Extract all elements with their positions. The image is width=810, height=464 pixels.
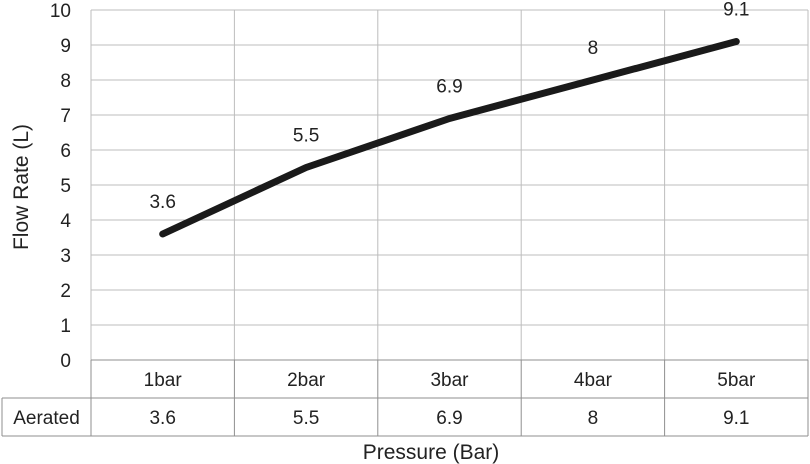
series-line-aerated [159,38,740,238]
data-label: 6.9 [436,77,462,98]
table-cell-value: 9.1 [723,408,749,429]
data-label: 3.6 [149,192,175,213]
gridlines [90,9,809,361]
x-tick-label: 5bar [717,370,756,391]
x-tick-label: 1bar [144,370,183,391]
table-cell-value: 6.9 [436,408,462,429]
x-tick-label: 2bar [287,370,326,391]
y-tick-label: 6 [60,141,71,162]
y-tick-label: 7 [60,106,71,127]
y-tick-label: 4 [60,211,71,232]
y-tick-label: 10 [50,1,71,22]
y-tick-label: 0 [60,351,71,372]
y-tick-label: 5 [60,176,71,197]
x-axis-title: Pressure (Bar) [363,441,500,464]
x-tick-label: 4bar [574,370,613,391]
data-label: 8 [588,38,599,59]
y-tick-label: 1 [60,316,71,337]
x-tick-label: 3bar [430,370,469,391]
table-series-name: Aerated [13,408,80,429]
data-labels: 3.6 5.5 6.9 8 9.1 [149,0,749,213]
y-axis-ticks: 0 1 2 3 4 5 6 7 8 9 10 [50,1,72,372]
data-table: 1bar 2bar 3bar 4bar 5bar Aerated 3.6 5.5 6.9 8 9.1 [1,359,809,437]
y-tick-label: 9 [60,36,71,57]
data-label: 9.1 [723,0,749,21]
table-cell-value: 5.5 [293,408,319,429]
y-axis-title: Flow Rate (L) [10,124,33,250]
y-tick-label: 3 [60,246,71,267]
data-label: 5.5 [293,126,319,147]
table-cell-value: 3.6 [149,408,175,429]
table-cell-value: 8 [588,408,599,429]
y-tick-label: 8 [60,71,71,92]
y-tick-label: 2 [60,281,71,302]
